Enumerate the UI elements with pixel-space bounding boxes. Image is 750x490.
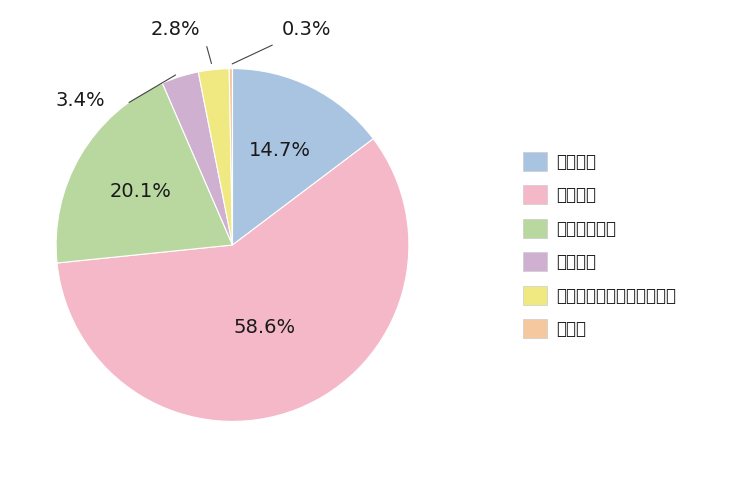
Wedge shape <box>198 69 232 245</box>
Text: 0.3%: 0.3% <box>282 20 332 39</box>
Wedge shape <box>57 139 409 421</box>
Wedge shape <box>232 69 374 245</box>
Text: 20.1%: 20.1% <box>110 182 172 201</box>
Text: 2.8%: 2.8% <box>151 20 201 39</box>
Text: 3.4%: 3.4% <box>56 91 106 110</box>
Wedge shape <box>230 69 232 245</box>
Legend: よくある, 時々ある, ほとんどない, 全くない, わからない・答えたくない, その他: よくある, 時々ある, ほとんどない, 全くない, わからない・答えたくない, … <box>507 135 693 355</box>
Wedge shape <box>56 83 232 263</box>
Wedge shape <box>163 72 232 245</box>
Text: 58.6%: 58.6% <box>234 318 296 337</box>
Text: 14.7%: 14.7% <box>249 141 310 160</box>
